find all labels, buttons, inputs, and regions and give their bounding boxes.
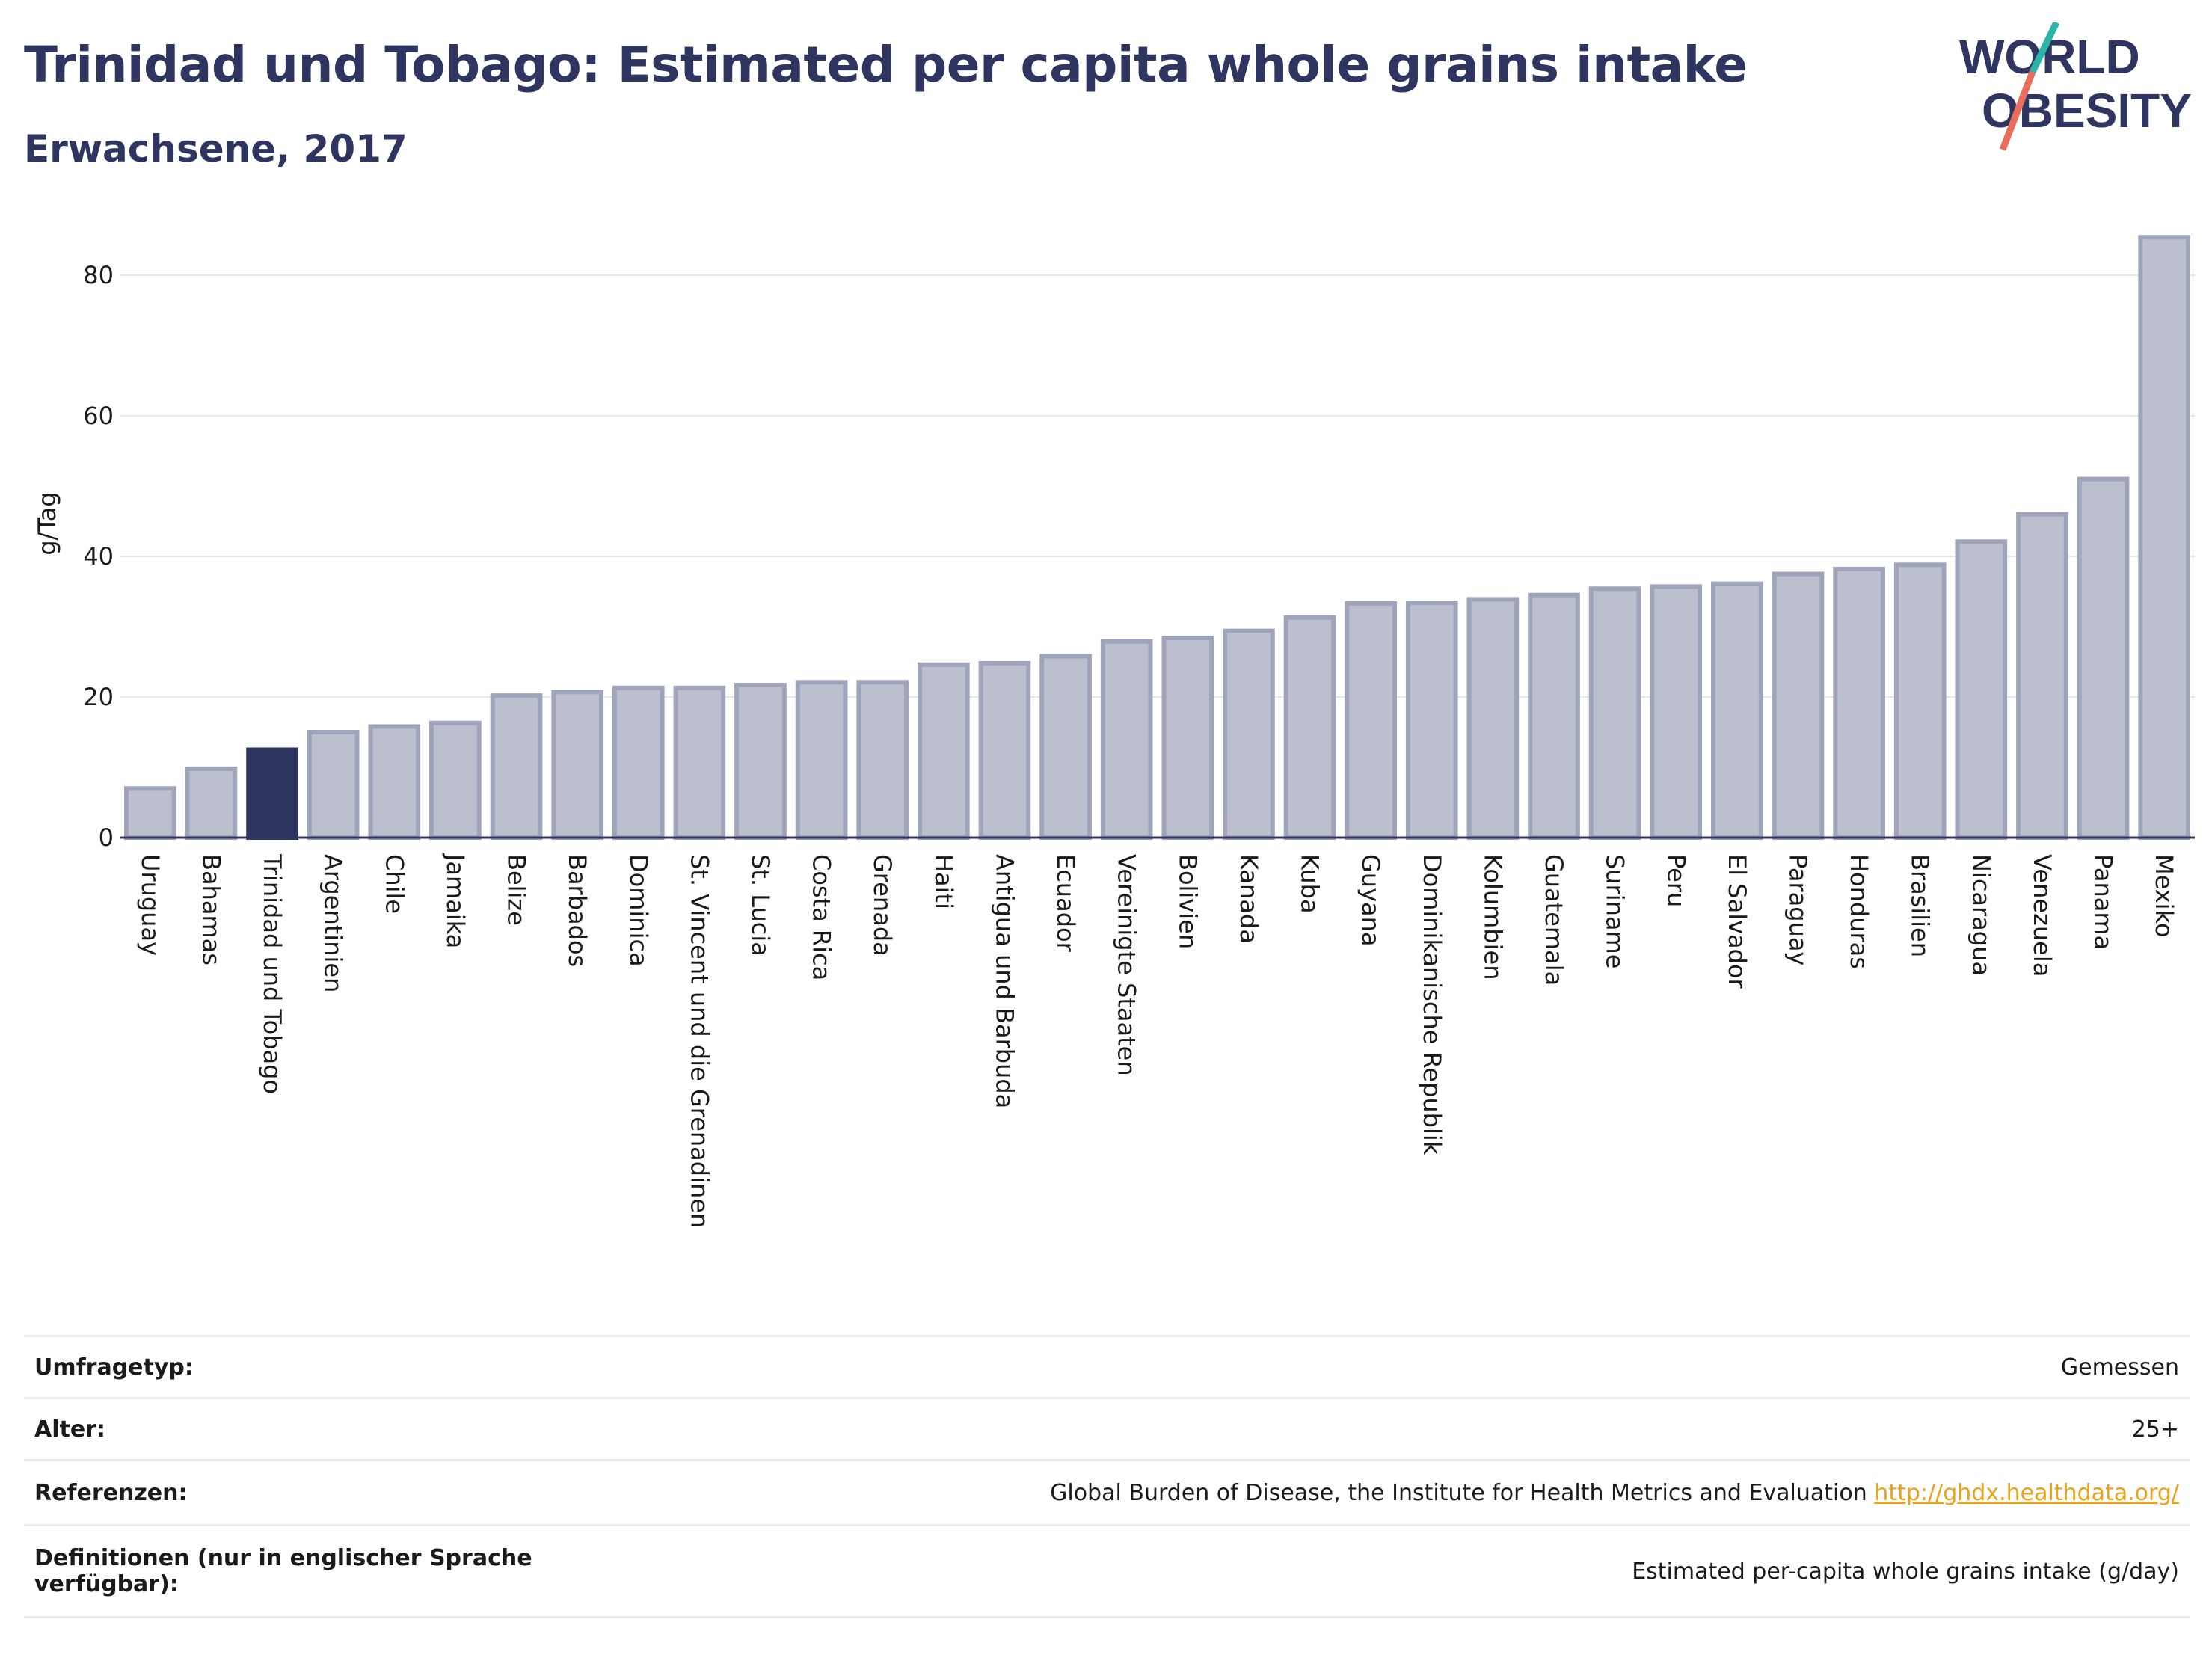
x-tick-label: Nicaragua [1967,854,1995,976]
bar[interactable] [1955,539,2008,840]
info-row-references: Referenzen: Global Burden of Disease, th… [24,1459,2190,1524]
y-tick-label: 20 [83,683,114,711]
bar[interactable] [123,786,176,840]
bar-chart: 0 20 40 60 80 Uruguay Bahamas Trinidad und Toba… [33,235,2195,1228]
bar[interactable] [1772,571,1825,840]
x-tick-label: Brasilien [1906,854,1935,957]
bar[interactable] [1161,636,1214,840]
bar[interactable] [2077,476,2130,840]
info-value: 25+ [2131,1416,2179,1443]
y-tick-label: 0 [99,823,114,852]
bar[interactable] [307,730,360,840]
info-label: Referenzen: [34,1479,188,1506]
x-tick-label: Belize [503,854,531,926]
bar[interactable] [795,680,848,841]
x-tick-label: Dominica [624,854,653,967]
info-value: Gemessen [2060,1354,2179,1381]
info-value: Estimated per-capita whole grains intake… [1632,1558,2179,1585]
x-tick-label: St. Lucia [746,854,775,957]
x-tick-label: Jamaika [441,853,470,948]
x-tick-label: Ecuador [1051,854,1080,953]
info-label: Alter: [34,1416,105,1443]
x-tick-label: Barbados [563,854,592,967]
x-tick-label: Paraguay [1784,854,1812,965]
bar[interactable] [1650,584,1703,840]
x-tick-label: Suriname [1601,854,1629,968]
bar[interactable] [368,724,421,840]
bar[interactable] [1711,581,1763,840]
y-tick-label: 60 [83,402,114,430]
bar[interactable] [185,766,238,841]
y-tick-label: 40 [83,542,114,571]
x-tick-label: Kolumbien [1478,854,1507,980]
bar[interactable] [1588,586,1641,840]
x-tick-label: Antigua und Barbuda [990,854,1019,1108]
x-tick-label: Trinidad und Tobago [258,853,286,1094]
bar[interactable] [1345,601,1397,840]
chart-subtitle: Erwachsene, 2017 [24,127,408,171]
bar[interactable] [2016,512,2068,840]
info-table: Umfragetyp: Gemessen Alter: 25+ Referenz… [24,1335,2190,1618]
bar[interactable] [490,693,543,840]
x-tick-label: Bahamas [197,854,225,965]
x-tick-label: Uruguay [136,854,165,956]
info-row-survey-type: Umfragetyp: Gemessen [24,1335,2190,1397]
x-tick-label: St. Vincent und die Grenadinen [685,854,713,1228]
bar[interactable] [612,685,665,841]
bar[interactable] [1405,601,1458,840]
bar[interactable] [1100,639,1153,840]
x-tick-label: Venezuela [2028,854,2056,977]
x-tick-label: Vereinigte Staaten [1113,854,1141,1076]
bar[interactable] [1528,592,1580,840]
x-tick-label: Chile [380,854,408,914]
reference-text: Global Burden of Disease, the Institute … [1050,1479,1867,1506]
bar[interactable] [978,660,1031,840]
bar[interactable] [734,683,787,841]
x-tick-label: Honduras [1845,854,1873,969]
bar[interactable] [2138,235,2191,840]
bar[interactable] [856,680,909,841]
x-tick-label: Argentinien [319,854,348,992]
x-tick-label: Dominikanische Republik [1418,854,1446,1155]
x-tick-label: Kanada [1235,854,1263,944]
bar[interactable] [246,747,298,840]
bar[interactable] [1833,566,1885,840]
bar[interactable] [673,685,726,841]
world-obesity-logo: WORLD OBESITY [1959,22,2192,151]
info-row-age: Alter: 25+ [24,1397,2190,1459]
y-axis-label: g/Tag [33,491,61,555]
x-tick-label: Guatemala [1540,854,1568,986]
info-row-definitions: Definitionen (nur in englischer Sprache … [24,1524,2190,1618]
axes: 0 20 40 60 80 Uruguay Bahamas Trinidad und Toba… [83,261,2195,1228]
bars [123,235,2191,841]
x-tick-label: Kuba [1296,854,1324,914]
y-tick-label: 80 [83,261,114,289]
x-tick-label: Haiti [930,854,958,909]
chart-title: Trinidad und Tobago: Estimated per capit… [24,36,1748,93]
reference-link[interactable]: http://ghdx.healthdata.org/ [1874,1479,2179,1506]
x-tick-label: Costa Rica [808,854,836,980]
x-tick-label: Grenada [868,854,897,957]
info-label: Definitionen (nur in englischer Sprache … [34,1545,532,1597]
bar[interactable] [1283,615,1336,841]
bar[interactable] [1893,562,1947,841]
bar[interactable] [1039,654,1092,840]
bar[interactable] [1223,628,1275,840]
x-tick-label: Bolivien [1173,854,1202,949]
bar[interactable] [551,690,603,840]
info-label: Umfragetyp: [34,1354,194,1381]
bar[interactable] [429,720,482,841]
info-value: Global Burden of Disease, the Institute … [1050,1480,2190,1506]
bar[interactable] [918,662,970,841]
x-tick-label: Mexiko [2150,854,2178,938]
x-tick-label: Peru [1662,854,1690,907]
bar[interactable] [1466,597,1520,841]
x-tick-label: Panama [2089,854,2118,950]
x-tick-label: Guyana [1357,854,1385,947]
x-tick-label: El Salvador [1723,854,1751,989]
